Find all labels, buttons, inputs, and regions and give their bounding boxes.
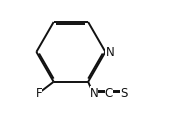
Text: C: C xyxy=(105,86,113,99)
Text: N: N xyxy=(90,86,98,99)
Text: F: F xyxy=(35,86,42,99)
Text: N: N xyxy=(105,46,114,59)
Text: S: S xyxy=(120,86,128,99)
